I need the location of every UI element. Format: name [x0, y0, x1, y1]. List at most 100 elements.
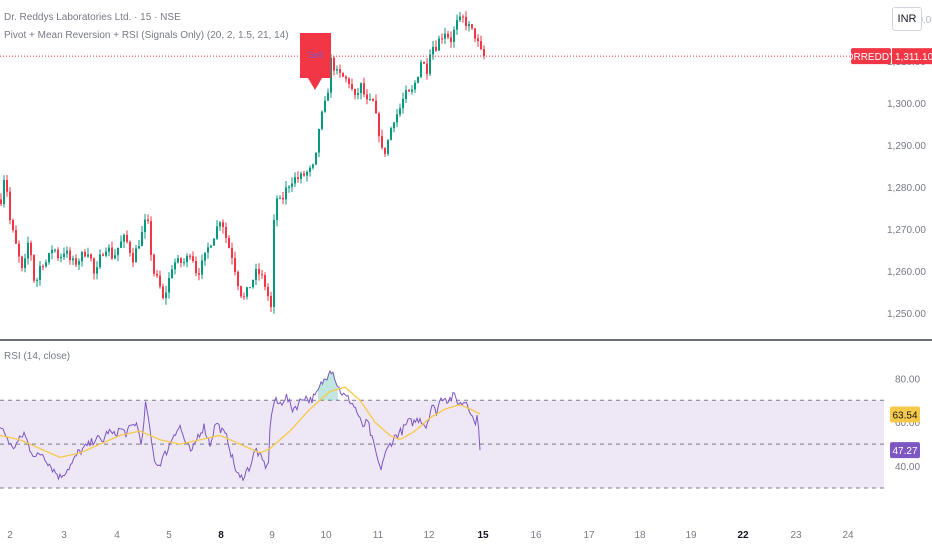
- rsi-overbought-fill: [318, 371, 338, 401]
- candle-body: [288, 186, 290, 188]
- candle-body: [177, 258, 179, 263]
- candle-body: [309, 167, 311, 172]
- candle-body: [432, 47, 434, 55]
- candle-body: [246, 287, 248, 297]
- rsi-ma-line: [0, 386, 481, 458]
- candle-body: [192, 256, 194, 261]
- time-label: 12: [423, 530, 435, 541]
- candle-body: [180, 258, 182, 263]
- candle-body: [66, 250, 68, 254]
- candle-body: [189, 255, 191, 257]
- price-tick: 1,300.00: [887, 99, 926, 110]
- candle-body: [225, 226, 227, 238]
- candle-body: [12, 220, 14, 231]
- candle-body: [117, 247, 119, 256]
- candle-body: [252, 279, 254, 288]
- candle-body: [441, 38, 443, 40]
- candle-body: [165, 292, 167, 299]
- candle-body: [147, 219, 149, 222]
- candle-body: [384, 147, 386, 154]
- candle-body: [75, 258, 77, 265]
- candle-body: [423, 62, 425, 64]
- last-price-label: 1,311.10: [895, 52, 932, 63]
- sell-signal-label: Sell: [308, 50, 323, 60]
- time-label: 8: [218, 530, 224, 541]
- candle-body: [297, 177, 299, 179]
- candle-body: [63, 253, 65, 257]
- time-label: 11: [373, 530, 384, 541]
- candle-body: [381, 136, 383, 148]
- candle-body: [183, 262, 185, 264]
- candle-body: [420, 62, 422, 77]
- candle-body: [315, 152, 317, 165]
- candle-body: [471, 24, 473, 29]
- time-label: 2: [7, 530, 13, 541]
- time-label: 9: [269, 530, 275, 541]
- candle-body: [354, 89, 356, 95]
- candle-body: [102, 254, 104, 256]
- candle-body: [45, 262, 47, 267]
- candle-body: [0, 199, 2, 205]
- candle-body: [399, 108, 401, 115]
- time-label: 5: [166, 530, 172, 541]
- candle-body: [375, 100, 377, 114]
- candle-body: [417, 76, 419, 83]
- candle-body: [213, 238, 215, 246]
- candle-body: [465, 16, 467, 27]
- candle-body: [294, 177, 296, 184]
- candle-body: [303, 173, 305, 176]
- candle-body: [438, 38, 440, 51]
- candle-body: [372, 99, 374, 101]
- candle-body: [405, 90, 407, 99]
- rsi-title[interactable]: RSI (14, close): [4, 351, 71, 362]
- candle-body: [57, 249, 59, 259]
- indicator-title[interactable]: Pivot + Mean Reversion + RSI (Signals On…: [4, 30, 289, 41]
- symbol-tag-bg: [851, 48, 891, 65]
- candle-body: [483, 49, 485, 57]
- candle-body: [93, 258, 95, 274]
- candle-body: [414, 82, 416, 90]
- rsi-tick: 60.00: [895, 418, 920, 429]
- candle-body: [258, 268, 260, 275]
- candle-body: [321, 111, 323, 129]
- price-tick: 1,270.00: [887, 225, 926, 236]
- time-label: 24: [842, 530, 854, 541]
- candle-body: [366, 94, 368, 100]
- candle-body: [339, 69, 341, 73]
- currency-button[interactable]: INR: [892, 7, 922, 31]
- candle-body: [291, 183, 293, 187]
- candle-body: [6, 180, 8, 192]
- candle-body: [348, 78, 350, 85]
- candle-body: [390, 128, 392, 141]
- candle-body: [426, 63, 428, 74]
- candle-body: [138, 246, 140, 249]
- candle-body: [72, 258, 74, 261]
- candle-body: [174, 262, 176, 270]
- candle-body: [171, 269, 173, 278]
- candle-body: [261, 274, 263, 276]
- candle-body: [54, 249, 56, 251]
- candles-layer: [0, 11, 485, 314]
- candle-body: [393, 122, 395, 129]
- candle-body: [9, 191, 11, 221]
- candle-body: [150, 221, 152, 255]
- candle-body: [369, 99, 371, 101]
- candle-body: [84, 251, 86, 257]
- candle-body: [126, 234, 128, 242]
- price-tick: 1,250.00: [887, 309, 926, 320]
- candle-body: [132, 252, 134, 263]
- candle-body: [108, 247, 110, 252]
- time-label: 23: [790, 530, 802, 541]
- candle-body: [204, 252, 206, 261]
- candle-body: [111, 247, 113, 259]
- candle-body: [264, 275, 266, 287]
- candle-body: [21, 256, 23, 268]
- time-label: 15: [477, 530, 489, 541]
- candle-body: [195, 260, 197, 274]
- candle-body: [285, 187, 287, 200]
- candle-body: [207, 247, 209, 253]
- candle-body: [234, 257, 236, 272]
- price-tick: 1,290.00: [887, 141, 926, 152]
- candle-body: [30, 242, 32, 256]
